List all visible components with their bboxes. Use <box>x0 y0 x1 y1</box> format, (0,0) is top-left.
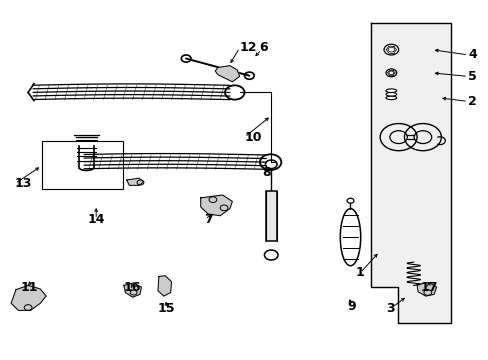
Bar <box>265 191 276 241</box>
Ellipse shape <box>385 96 396 100</box>
Polygon shape <box>201 195 232 216</box>
Text: 9: 9 <box>346 300 355 313</box>
Text: 17: 17 <box>420 281 437 294</box>
Text: 1: 1 <box>355 266 364 279</box>
Polygon shape <box>123 283 141 297</box>
Polygon shape <box>215 66 239 82</box>
Text: 2: 2 <box>467 95 476 108</box>
Text: 12: 12 <box>239 41 257 54</box>
Text: 16: 16 <box>124 281 141 294</box>
Text: 5: 5 <box>467 70 476 83</box>
Text: 3: 3 <box>385 302 394 315</box>
Ellipse shape <box>385 89 396 93</box>
Text: 6: 6 <box>259 41 267 54</box>
Polygon shape <box>416 283 436 296</box>
Text: 7: 7 <box>203 213 212 226</box>
Polygon shape <box>370 23 450 323</box>
Text: 15: 15 <box>158 302 175 315</box>
Text: 13: 13 <box>15 177 32 190</box>
Polygon shape <box>11 285 46 310</box>
Polygon shape <box>126 178 143 185</box>
Text: 14: 14 <box>87 213 105 226</box>
Text: 4: 4 <box>467 49 476 62</box>
Bar <box>41 141 122 189</box>
Text: 10: 10 <box>244 131 262 144</box>
Text: 11: 11 <box>21 281 38 294</box>
Ellipse shape <box>340 208 360 266</box>
Text: 8: 8 <box>262 166 270 179</box>
Ellipse shape <box>385 93 396 96</box>
Polygon shape <box>158 276 171 296</box>
